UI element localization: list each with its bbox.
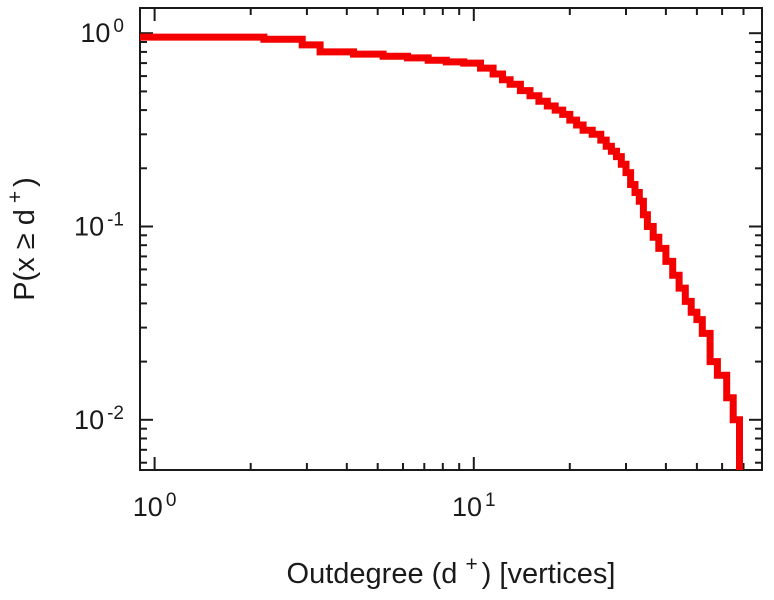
x-tick-label: 10 1	[452, 490, 496, 522]
x-axis-title: Outdegree (d +) [vertices]	[287, 553, 616, 590]
x-tick-label: 10 0	[133, 490, 177, 522]
y-tick-label: 10 -2	[74, 403, 124, 435]
ccdf-step-curve	[140, 33, 743, 470]
plot-frame	[139, 7, 763, 471]
axes-and-ticks	[139, 7, 763, 471]
y-tick-label: 10 0	[80, 16, 124, 48]
ccdf-curve-path	[140, 33, 743, 470]
y-tick-label: 10 -1	[74, 210, 124, 242]
y-axis-title: P(x ≥ d+)	[4, 177, 41, 301]
